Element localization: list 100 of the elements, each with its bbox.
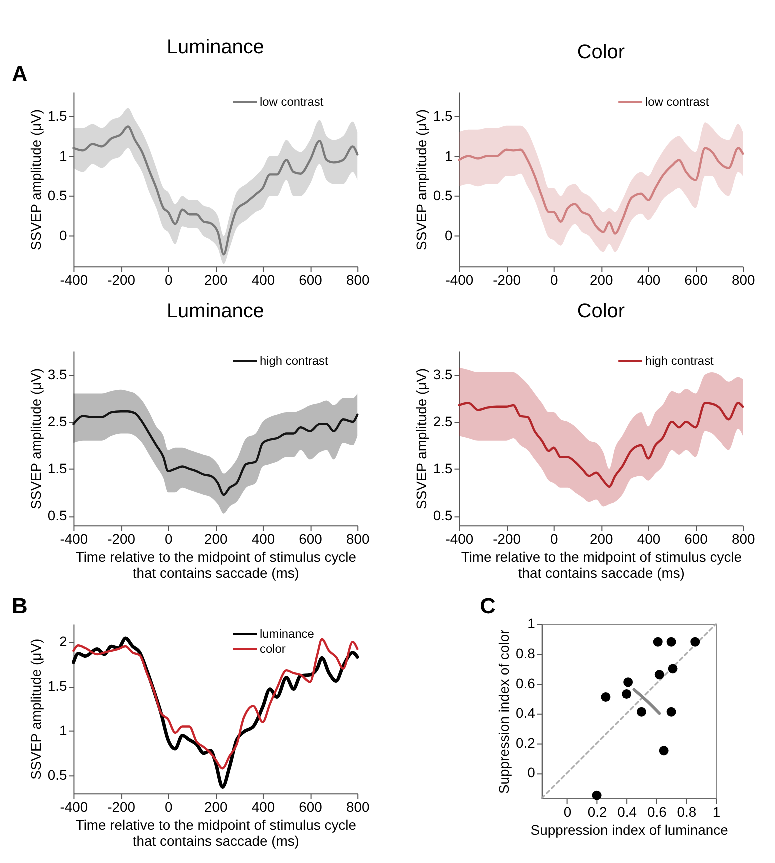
y-tick-label: 1 xyxy=(528,616,536,632)
y-tick-label: 3.5 xyxy=(433,366,453,382)
x-tick-label: 0.8 xyxy=(677,804,697,820)
x-tick-label: -400 xyxy=(60,272,88,288)
y-tick-label: 1.5 xyxy=(433,460,453,477)
x-tick-label: 200 xyxy=(204,799,228,816)
legend-label: low contrast xyxy=(260,95,324,110)
legend-label: low contrast xyxy=(646,95,710,110)
point xyxy=(659,746,669,756)
point xyxy=(622,690,632,699)
x-axis-title: Suppression index of luminance xyxy=(530,822,729,838)
point xyxy=(601,692,611,702)
x-tick-label: 400 xyxy=(252,799,276,816)
y-tick-label: 0.5 xyxy=(433,508,453,524)
x-tick-label: 200 xyxy=(204,272,228,288)
x-tick-label: 200 xyxy=(590,531,614,548)
x-tick-label: 0 xyxy=(164,272,173,288)
x-tick-label: 600 xyxy=(299,272,323,288)
x-tick-label: 800 xyxy=(346,531,370,548)
x-tick-label: 600 xyxy=(299,531,323,548)
legend-label: high contrast xyxy=(260,354,330,368)
x-tick-label: 0.4 xyxy=(618,804,638,820)
chart-title: Color xyxy=(577,41,626,64)
y-tick-label: 2.5 xyxy=(433,413,453,430)
y-axis-title: Suppression index of color xyxy=(496,629,512,794)
x-tick-label: -200 xyxy=(108,272,136,288)
x-axis-title: Time relative to the midpoint of stimulus cycle that contains saccade (ms) xyxy=(76,816,357,849)
point xyxy=(653,637,663,647)
y-tick-label: 1 xyxy=(59,148,68,164)
y-tick-label: 1.5 xyxy=(48,460,68,477)
y-tick-label: 0.4 xyxy=(516,705,536,722)
y-tick-label: 0.5 xyxy=(433,188,453,204)
y-tick-label: 0.2 xyxy=(516,734,536,751)
text: A xyxy=(12,61,28,86)
x-tick-label: 600 xyxy=(299,799,323,816)
x-tick-label: 400 xyxy=(252,531,276,548)
x-tick-label: 800 xyxy=(732,272,756,288)
point xyxy=(592,790,602,800)
x-axis-title: Time relative to the midpoint of stimulus cycle that contains saccade (ms) xyxy=(76,548,357,581)
y-tick-label: 0 xyxy=(444,228,453,244)
y-tick-label: 0.5 xyxy=(48,508,68,524)
y-tick-label: 3.5 xyxy=(48,366,68,382)
x-tick-label: -400 xyxy=(446,272,474,288)
line-series xyxy=(458,402,744,488)
point xyxy=(666,637,676,647)
y-axis-title: SSVEP amplitude (μV) xyxy=(413,368,430,510)
text: C xyxy=(480,593,496,618)
legend-label: luminance xyxy=(260,627,315,642)
x-tick-label: 0 xyxy=(164,799,173,816)
point xyxy=(666,707,676,717)
y-tick-label: 0.6 xyxy=(516,675,536,692)
chart-title: Color xyxy=(577,300,626,322)
legend-label: high contrast xyxy=(646,354,715,368)
point xyxy=(637,707,646,717)
x-tick-label: -400 xyxy=(60,531,88,548)
x-tick-label: 800 xyxy=(346,272,370,288)
x-tick-label: -200 xyxy=(493,531,522,548)
y-axis-title: SSVEP amplitude (μV) xyxy=(28,109,44,250)
y-tick-label: 2 xyxy=(59,634,68,650)
y-axis-title: SSVEP amplitude (μV) xyxy=(28,368,44,510)
x-tick-label: 800 xyxy=(732,531,756,548)
x-tick-label: -200 xyxy=(108,799,136,816)
x-tick-label: 1 xyxy=(712,804,721,820)
legend-label: color xyxy=(260,642,286,656)
y-tick-label: 1 xyxy=(444,148,453,164)
x-tick-label: -200 xyxy=(108,531,136,548)
point xyxy=(624,678,634,688)
y-tick-label: 0 xyxy=(59,228,68,244)
x-tick-label: 200 xyxy=(590,272,614,288)
x-tick-label: 400 xyxy=(252,272,276,288)
x-tick-label: 200 xyxy=(204,531,228,548)
y-tick-label: 1.5 xyxy=(48,108,68,124)
line-series xyxy=(72,410,359,496)
y-tick-label: 0.5 xyxy=(48,767,68,784)
y-axis-title: SSVEP amplitude (μV) xyxy=(28,638,44,780)
x-tick-label: -200 xyxy=(493,272,522,288)
x-tick-label: 0 xyxy=(564,804,572,820)
line-series xyxy=(72,126,359,256)
x-tick-label: 600 xyxy=(684,531,708,548)
y-tick-label: 0.8 xyxy=(516,646,536,662)
x-tick-label: 0.2 xyxy=(588,804,608,820)
text: B xyxy=(12,593,28,618)
x-tick-label: 400 xyxy=(637,531,661,548)
y-tick-label: 0 xyxy=(528,764,536,781)
x-tick-label: 600 xyxy=(684,272,708,288)
x-tick-label: -400 xyxy=(446,531,474,548)
x-tick-label: 0 xyxy=(550,272,558,288)
point xyxy=(654,670,664,680)
x-tick-label: 800 xyxy=(346,799,370,816)
y-tick-label: 1 xyxy=(59,722,68,739)
x-tick-label: 0 xyxy=(164,531,173,548)
point xyxy=(690,637,700,647)
point xyxy=(668,664,678,674)
x-tick-label: -400 xyxy=(60,799,88,816)
y-tick-label: 1.5 xyxy=(433,108,453,124)
y-tick-label: 1.5 xyxy=(48,678,68,694)
chart-title: Luminance xyxy=(166,36,264,58)
y-tick-label: 2.5 xyxy=(48,413,68,430)
x-tick-label: 0.6 xyxy=(647,804,668,820)
x-axis-title: Time relative to the midpoint of stimulus cycle that contains saccade (ms) xyxy=(461,548,742,581)
